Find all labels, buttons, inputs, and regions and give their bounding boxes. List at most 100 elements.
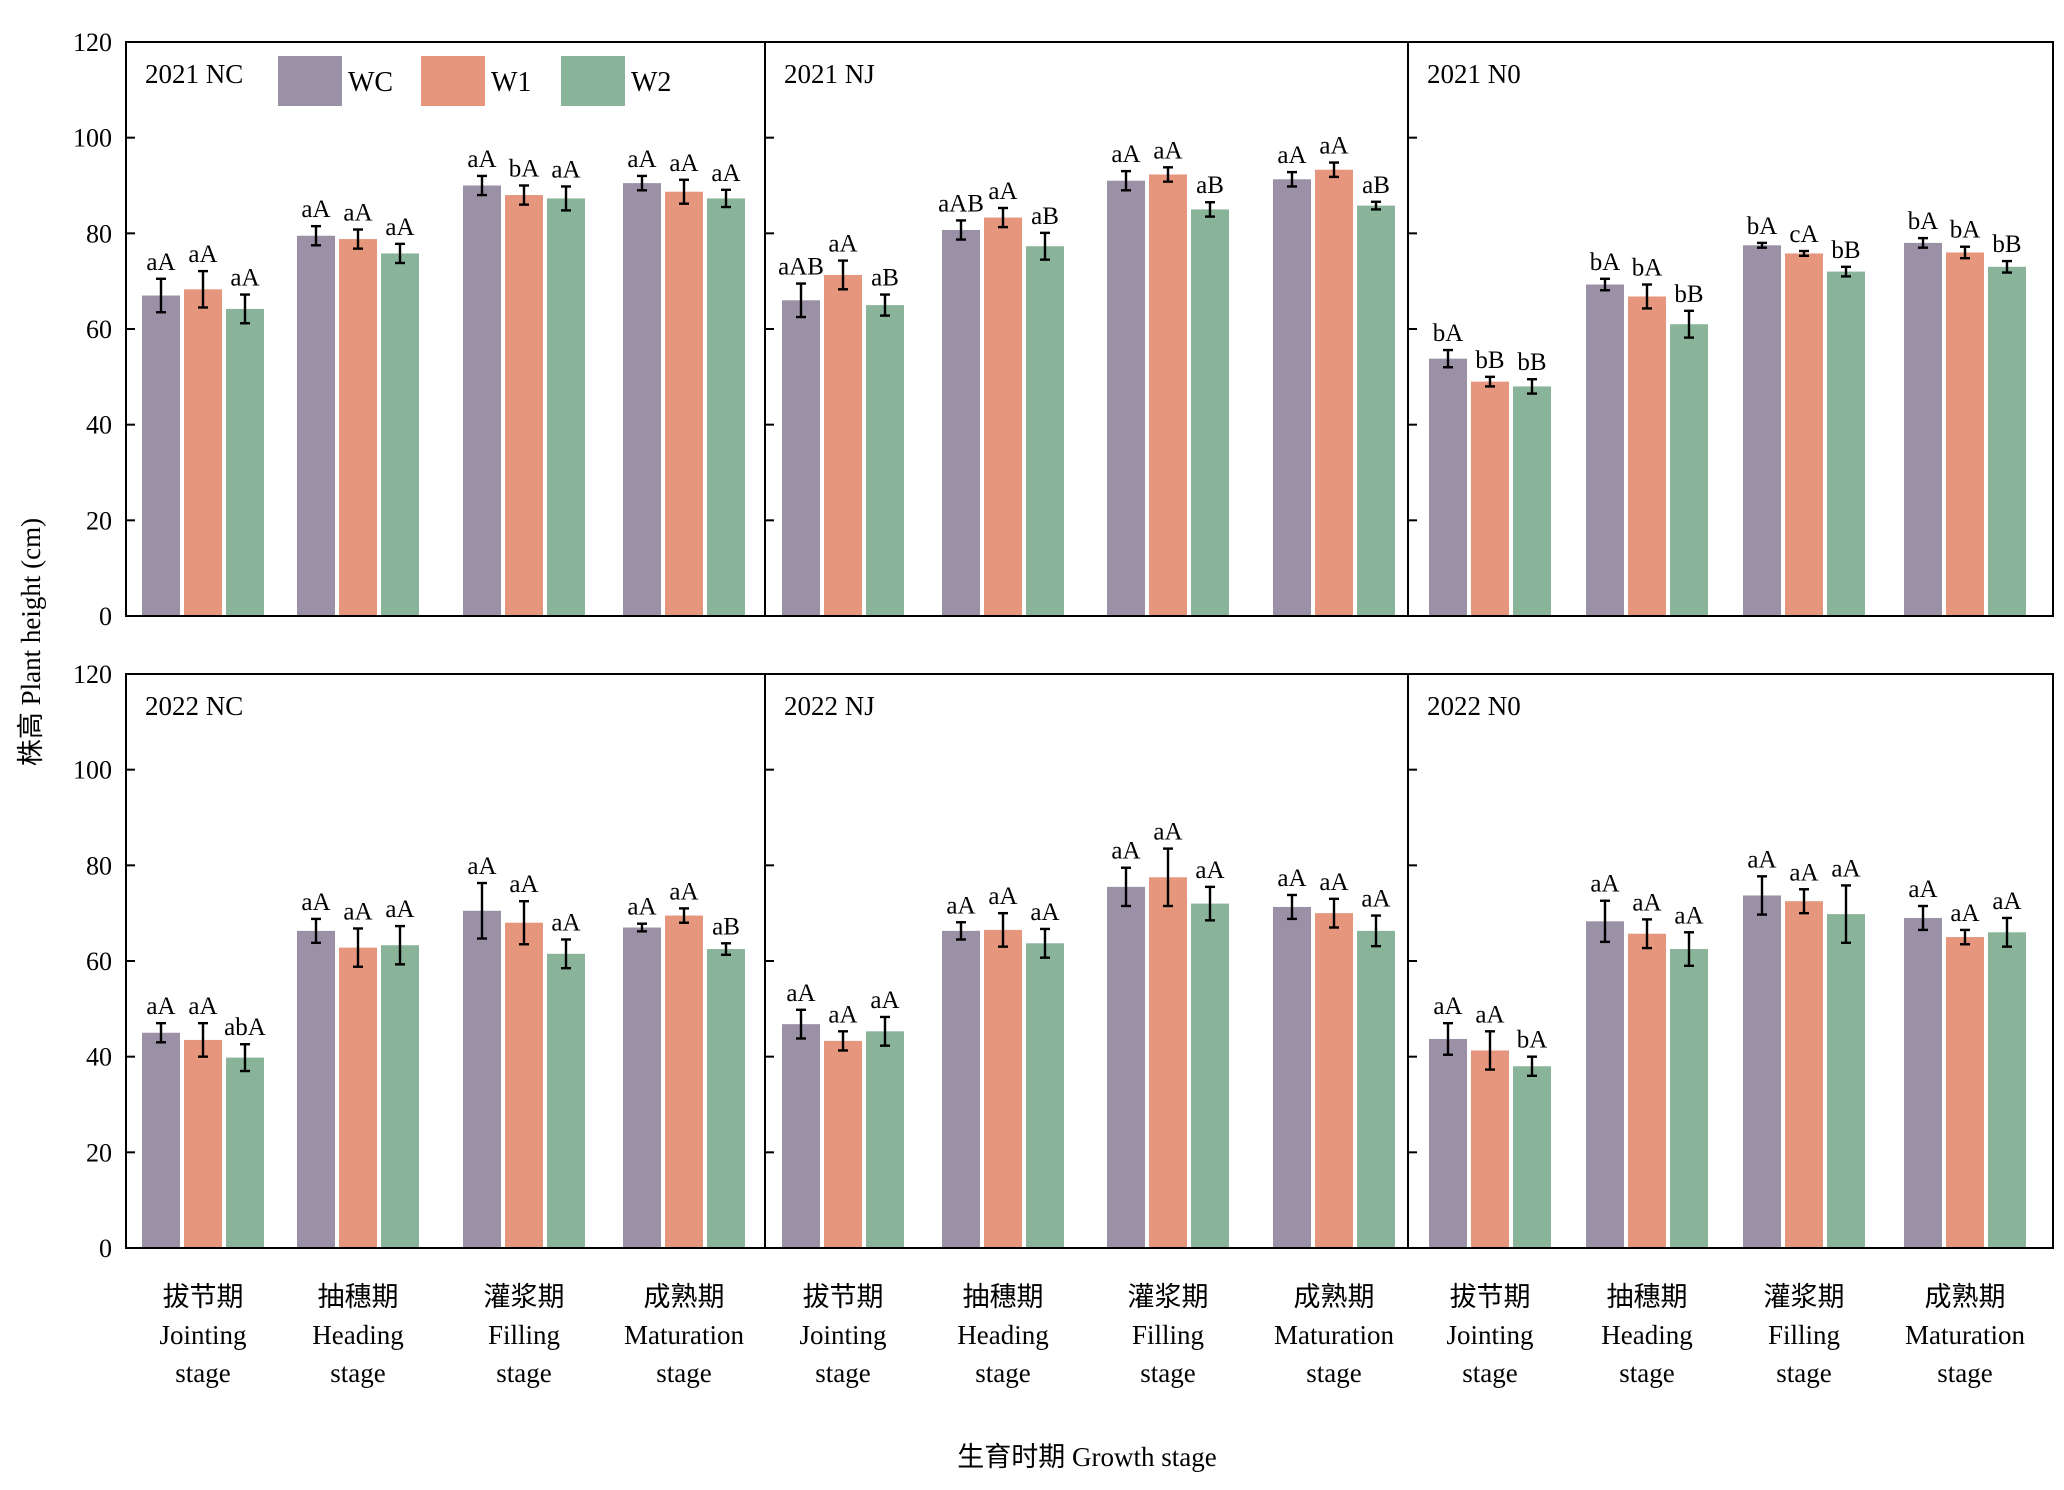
panel-2022-n0: 2022 N0 aA aA bA aA aA aA aA aA aA aA aA aA (1427, 691, 2026, 1248)
x-category-label: 成熟期 Maturation stage (624, 1282, 744, 1388)
significance-label: aA (1277, 142, 1306, 169)
x-category-en: Jointing (159, 1320, 246, 1350)
x-category-en: Heading (1601, 1320, 1692, 1350)
significance-label: aA (343, 200, 372, 227)
bar (1586, 921, 1624, 1248)
y-tick-label: 120 (73, 660, 112, 689)
bar (505, 195, 543, 617)
error-bar (880, 293, 890, 317)
significance-label: aA (1111, 838, 1140, 865)
error-bar (796, 1008, 806, 1040)
error-bar (1918, 904, 1928, 932)
error-bar (1600, 899, 1610, 944)
x-category-zh: 灌浆期 (1128, 1282, 1209, 1312)
error-bar (1121, 866, 1131, 908)
bar (707, 949, 745, 1248)
significance-label: aA (1789, 859, 1818, 886)
bar (1513, 1066, 1551, 1248)
bar (665, 191, 703, 617)
x-category-zh: 拔节期 (163, 1282, 244, 1312)
error-bar (1527, 378, 1537, 395)
error-bar (395, 924, 405, 966)
panel-title: 2022 NJ (784, 691, 875, 721)
y-tick-label: 60 (86, 947, 112, 976)
significance-label: aB (871, 265, 899, 292)
bar (1670, 949, 1708, 1248)
error-bar (1485, 1030, 1495, 1071)
bar (184, 1039, 222, 1248)
bar (1429, 1038, 1467, 1248)
error-bar (1642, 918, 1652, 950)
error-bar (561, 185, 571, 212)
x-category-en: stage (330, 1358, 385, 1388)
x-category-en: Maturation (624, 1320, 744, 1350)
bar (1988, 932, 2026, 1248)
panel-title: 2021 N0 (1427, 59, 1521, 89)
x-category-label: 成熟期 Maturation stage (1274, 1282, 1394, 1388)
x-category-en: Filling (488, 1320, 560, 1350)
y-tick-label: 20 (86, 1138, 112, 1167)
significance-label: aA (343, 898, 372, 925)
significance-label: aA (509, 871, 538, 898)
significance-label: aA (1030, 899, 1059, 926)
error-bar (156, 1021, 166, 1044)
significance-label: aAB (778, 254, 824, 281)
bar (1785, 253, 1823, 616)
bar (463, 910, 501, 1248)
error-bar (1371, 914, 1381, 948)
error-bar (1205, 201, 1215, 218)
bar (1586, 284, 1624, 616)
significance-label: aA (669, 150, 698, 177)
error-bar (1757, 875, 1767, 916)
error-bar (679, 178, 689, 205)
significance-label: aA (627, 146, 656, 173)
bar (226, 308, 264, 616)
bar (824, 1040, 862, 1248)
bar (623, 927, 661, 1248)
bar (984, 929, 1022, 1248)
x-category-label: 拔节期 Jointing stage (159, 1282, 246, 1388)
x-category-label: 灌浆期 Filling stage (1764, 1282, 1845, 1388)
y-tick-label: 0 (99, 1234, 112, 1263)
bar (782, 300, 820, 616)
x-category-en: Filling (1768, 1320, 1840, 1350)
bar (463, 185, 501, 616)
significance-label: aA (946, 892, 975, 919)
error-bar (198, 269, 208, 309)
error-bar (1642, 283, 1652, 310)
error-bar (1163, 166, 1173, 183)
error-bar (240, 1043, 250, 1073)
y-tick-label: 120 (73, 28, 112, 57)
bar (1670, 324, 1708, 616)
error-bar (519, 184, 529, 206)
significance-label: aA (1361, 886, 1390, 913)
significance-label: aA (188, 241, 217, 268)
bar (782, 1024, 820, 1248)
significance-label: aA (467, 146, 496, 173)
panel-2022-nj: 2022 NJ aA aA aA aA aA aA aA aA aA aA aA aA (782, 691, 1395, 1248)
error-bar (1485, 375, 1495, 388)
bar (1026, 246, 1064, 616)
bar (1513, 386, 1551, 616)
significance-label: aA (1908, 876, 1937, 903)
x-category-label: 成熟期 Maturation stage (1905, 1282, 2025, 1388)
legend-entry-w1: W1 (421, 56, 531, 106)
bar (866, 305, 904, 616)
significance-label: aA (1950, 900, 1979, 927)
bar (1743, 895, 1781, 1248)
significance-label: aA (1674, 902, 1703, 929)
significance-label: aA (188, 993, 217, 1020)
y-tick-label: 40 (86, 1043, 112, 1072)
bar (1743, 245, 1781, 616)
significance-label: aA (627, 894, 656, 921)
significance-label: bB (1992, 231, 2021, 258)
error-bar (1040, 231, 1050, 261)
x-category-en: stage (175, 1358, 230, 1388)
bar (1904, 917, 1942, 1248)
significance-label: aA (385, 896, 414, 923)
error-bar (240, 293, 250, 325)
bar (1988, 266, 2026, 616)
error-bar (311, 917, 321, 945)
error-bar (956, 921, 966, 941)
